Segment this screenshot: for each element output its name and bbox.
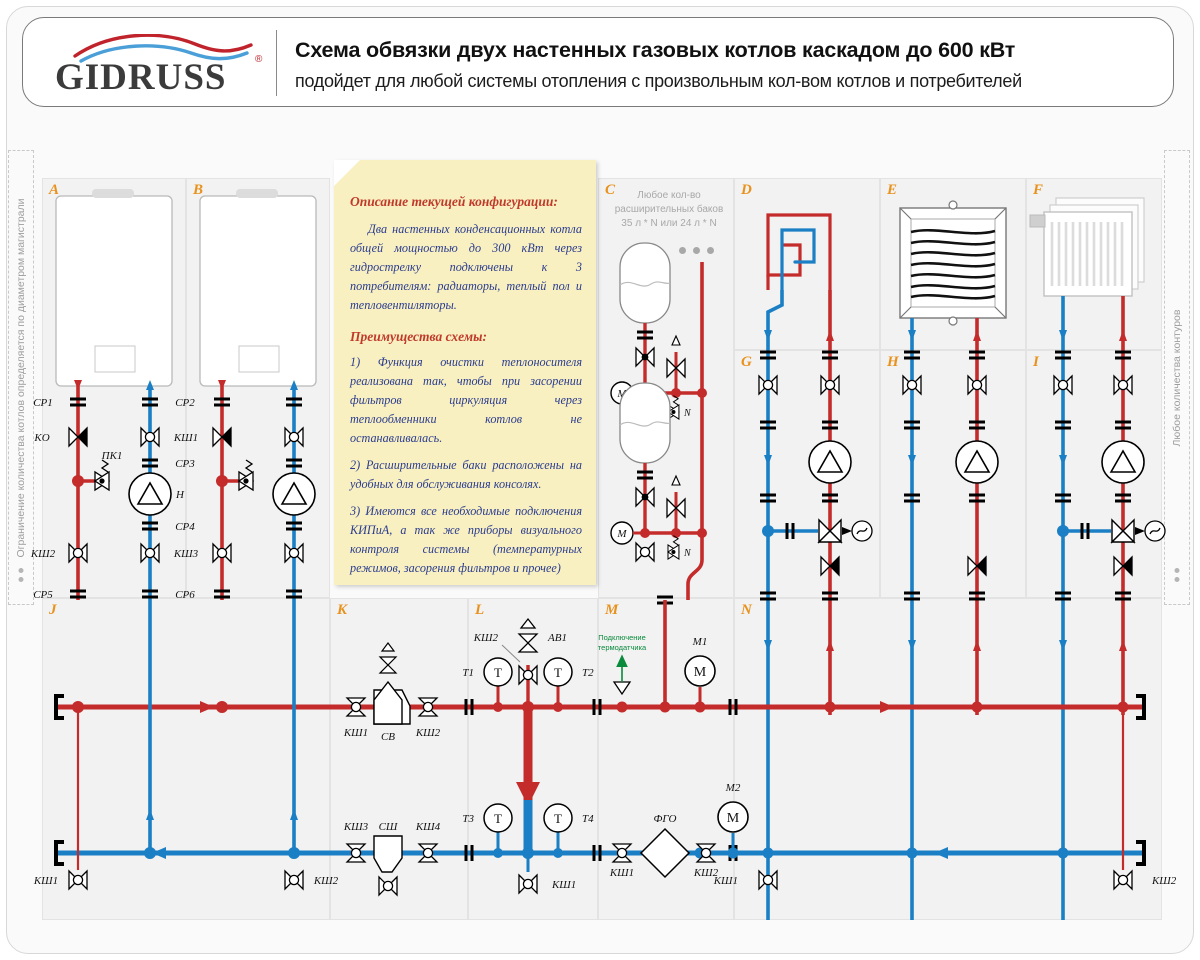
cell-M: M (598, 598, 734, 920)
cell-K: K (330, 598, 468, 920)
cell-E: E (880, 178, 1026, 350)
note-body-1: Два настенных конденсационных котла обще… (350, 222, 582, 312)
section-letter-M: M (605, 602, 619, 618)
configuration-note: Описание текущей конфигурации: Два насте… (334, 160, 596, 585)
note-heading-1: Описание текущей конфигурации: (350, 194, 558, 209)
section-letter-J: J (49, 602, 57, 618)
cell-H: H (880, 350, 1026, 598)
note-heading-2: Преимущества схемы: (350, 329, 487, 344)
cell-J: J (42, 598, 330, 920)
section-letter-N: N (741, 602, 752, 618)
section-letter-G: G (741, 354, 752, 370)
logo-wordmark: GIDRUSS (55, 57, 227, 98)
cell-F: F (1026, 178, 1162, 350)
expansion-tank-note: Любое кол-во расширительных баков 35 л *… (609, 189, 729, 231)
cell-I: I (1026, 350, 1162, 598)
right-rail-dots (1174, 564, 1180, 586)
expansion-ellipsis (679, 247, 714, 254)
note-fold-highlight-icon (334, 160, 360, 186)
section-letter-K: K (337, 602, 348, 618)
cell-B: B (186, 178, 330, 598)
section-letter-C: C (605, 182, 616, 198)
header-divider (276, 30, 277, 96)
section-letter-I: I (1033, 354, 1039, 370)
right-rail: Любое количества контуров (1164, 150, 1190, 605)
cell-G: G (734, 350, 880, 598)
logo-swoosh-icon (73, 33, 253, 63)
registered-mark: ® (255, 54, 263, 65)
section-letter-F: F (1033, 182, 1044, 198)
cell-L: L (468, 598, 598, 920)
page-title: Схема обвязки двух настенных газовых кот… (295, 38, 1016, 62)
note-item-2: 2) Расширительные баки расположены на уд… (350, 458, 582, 491)
left-rail: Ограничение количества котлов определяет… (8, 150, 34, 605)
expansion-note-line1: Любое кол-во (637, 190, 701, 201)
section-letter-H: H (887, 354, 899, 370)
section-letter-D: D (741, 182, 752, 198)
cell-C: C Любое кол-во расширительных баков 35 л… (598, 178, 734, 598)
expansion-note-line3: 35 л * N или 24 л * N (621, 218, 717, 229)
section-letter-A: A (49, 182, 60, 198)
cell-A: A (42, 178, 186, 598)
note-item-3: 3) Имеются все необходимые подключения К… (350, 504, 582, 575)
header-bar: GIDRUSS ® Схема обвязки двух настенных г… (22, 17, 1174, 107)
right-rail-label: Любое количества контуров (1171, 309, 1183, 446)
gidruss-logo: GIDRUSS ® (55, 33, 265, 98)
cell-D: D (734, 178, 880, 350)
cell-N: N (734, 598, 1162, 920)
note-item-1: 1) Функция очистки теплоносителя реализо… (350, 355, 582, 445)
section-letter-L: L (475, 602, 485, 618)
page-subtitle: подойдет для любой системы отопления с п… (295, 71, 1022, 91)
left-rail-dots (18, 564, 24, 586)
expansion-note-line2: расширительных баков (614, 204, 724, 215)
section-letter-E: E (887, 182, 898, 198)
section-letter-B: B (193, 182, 204, 198)
left-rail-label: Ограничение количества котлов определяет… (15, 198, 27, 557)
